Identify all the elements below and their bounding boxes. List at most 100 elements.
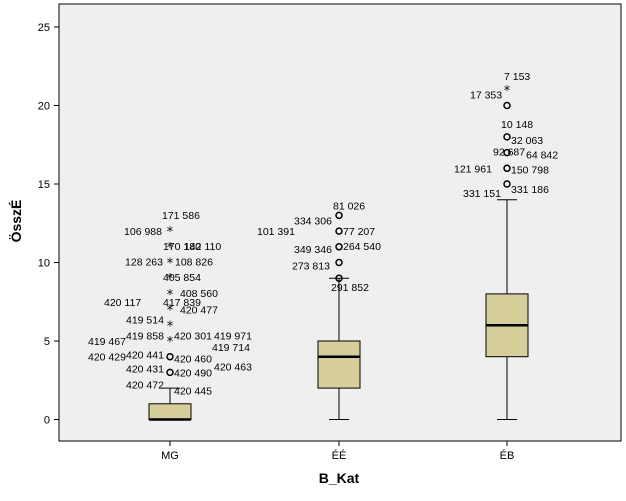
outlier-label: 408 560	[180, 288, 218, 300]
outlier-ÉB-15: 331 151 331 186	[463, 180, 549, 200]
y-tick-label: 0	[44, 415, 50, 427]
y-axis-title: ÖsszÉ	[8, 200, 24, 243]
outlier-MG-9: *405 854	[163, 272, 201, 287]
outlier-star: *	[167, 335, 174, 350]
outlier-circle	[166, 352, 174, 361]
outlier-label: 405 854	[163, 272, 201, 284]
outlier-circle	[335, 211, 343, 220]
outlier-label: 92 687	[493, 147, 525, 159]
y-tick-label: 15	[38, 179, 50, 191]
outlier-MG-10: * 128 263 108 826	[125, 257, 213, 272]
x-axis: MG ÉÉ ÉB	[161, 441, 514, 462]
outlier-label: 331 186	[511, 184, 549, 196]
box-ÉÉ	[317, 277, 361, 420]
outlier-star: *	[167, 304, 174, 319]
box-ÉB	[485, 199, 529, 420]
iqr-box	[148, 403, 192, 420]
outlier-circle	[166, 368, 174, 377]
x-tick-label: ÉÉ	[332, 449, 347, 462]
outlier-label: 142 110	[184, 241, 221, 253]
outlier-star: *	[167, 288, 174, 303]
outlier-circle	[503, 101, 511, 110]
outlier-label: 420 441	[126, 350, 164, 362]
x-tick-label: MG	[161, 450, 179, 462]
y-axis: 0 5 10 15 20 25	[38, 22, 59, 427]
outlier-label: 108 826	[175, 257, 213, 269]
outlier-label: 419 971	[214, 330, 252, 342]
outlier-MG-6: *419 858 420 301 419 971	[126, 319, 252, 342]
outlier-star: *	[167, 319, 174, 334]
outlier-label: 101 391	[257, 226, 295, 238]
outlier-ÉB-17: 92 687 64 842	[493, 147, 558, 162]
outlier-label: 420 463	[214, 362, 252, 374]
outlier-label: 419 467	[88, 336, 126, 348]
outlier-ÉB-16: 121 961 150 798	[454, 163, 549, 176]
outlier-label: 420 445	[174, 385, 212, 397]
box-MG	[148, 387, 192, 421]
outlier-label: 349 346	[294, 244, 332, 256]
outlier-label: 17 353	[470, 90, 502, 102]
outlier-label: 273 813	[292, 261, 330, 273]
outlier-label: 77 207	[343, 226, 375, 238]
outlier-circle	[503, 180, 511, 188]
outlier-ÉB-18: 10 148 32 063	[501, 119, 543, 147]
outlier-circle	[503, 164, 511, 173]
outlier-label: 419 714	[212, 342, 250, 354]
outlier-label: 264 540	[343, 241, 381, 253]
outlier-label: 420 490	[174, 367, 212, 379]
y-tick-label: 5	[44, 336, 50, 348]
outlier-label: 81 026	[333, 200, 365, 212]
outlier-star: *	[167, 225, 174, 240]
outlier-label: 64 842	[526, 150, 558, 162]
outlier-label: 417 839	[163, 297, 201, 309]
outlier-star: *	[167, 241, 174, 256]
outlier-label: 420 431	[126, 363, 164, 375]
outlier-MG-3: 420 431 420 490 420 472 420 445	[126, 363, 212, 397]
outlier-label: 420 477	[180, 305, 218, 317]
outlier-star: *	[504, 84, 511, 99]
y-tick-label: 20	[38, 101, 50, 113]
outlier-circle	[335, 227, 343, 235]
outlier-label: 7 153	[504, 71, 530, 83]
outlier-label: 420 117	[104, 297, 141, 309]
outlier-ÉB-20: 17 353	[470, 90, 511, 110]
outlier-label: 291 852	[331, 282, 369, 294]
outlier-label: 10 148	[501, 119, 533, 131]
outlier-ÉÉ-11: 349 346 264 540	[294, 241, 381, 256]
outlier-label: 171 586	[162, 210, 200, 222]
outlier-circle	[335, 258, 343, 267]
outlier-label: 170 180	[163, 241, 201, 253]
iqr-box	[317, 340, 361, 389]
outlier-star: *	[167, 257, 174, 272]
outlier-ÉÉ-10: 273 813	[292, 258, 343, 273]
box-group	[148, 199, 529, 421]
outlier-circle	[335, 243, 343, 251]
outlier-label: 420 460	[174, 354, 212, 366]
outlier-label: 32 063	[511, 135, 543, 147]
outlier-MG-5: * 419 467 419 714	[88, 335, 250, 354]
outlier-ÉB-21: *7 153	[504, 71, 531, 99]
outlier-label: 334 306	[294, 215, 332, 227]
outlier-label: 420 472	[126, 379, 164, 391]
outlier-label: 106 988	[124, 226, 162, 238]
outlier-label: 419 514	[126, 315, 164, 327]
outlier-label: 121 961	[454, 163, 492, 175]
y-tick-label: 10	[38, 258, 50, 270]
x-axis-title: B_Kat	[319, 470, 360, 486]
outlier-ÉÉ-9: 291 852	[331, 274, 369, 294]
outlier-label: 331 151	[463, 188, 501, 200]
outlier-label: 128 263	[125, 257, 163, 269]
outlier-label: 150 798	[511, 164, 549, 176]
y-tick-label: 25	[38, 22, 50, 34]
outlier-label: 420 429	[88, 352, 126, 364]
outlier-circle	[503, 148, 511, 157]
x-tick-label: ÉB	[500, 449, 515, 462]
outlier-star: *	[167, 272, 174, 287]
